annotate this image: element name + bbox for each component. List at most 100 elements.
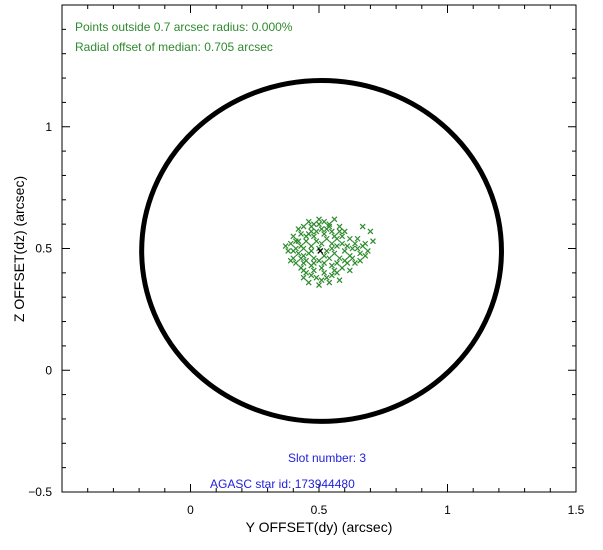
y-tick-label: −0.5 [28,485,52,499]
scatter-point [339,233,346,240]
scatter-point [292,238,299,245]
scatter-point [341,228,348,235]
scatter-point-stroke-b [326,221,333,228]
scatter-point [364,248,371,254]
scatter-point-stroke-b [321,218,328,225]
annotation-radial-offset: Radial offset of median: 0.705 arcsec [75,40,273,54]
scatter-point [316,257,322,264]
scatter-point [352,260,358,267]
scatter-point [303,257,310,264]
plot-marks [139,77,504,424]
scatter-point [362,252,369,259]
scatter-point-stroke-b [328,245,335,252]
scatter-point-stroke-b [341,228,348,235]
y-axis-label: Z OFFSET(dz) (arcsec) [11,176,27,322]
scatter-point [346,252,353,259]
scatter-point-stroke-b [295,250,302,257]
scatter-point-stroke-b [334,243,340,249]
scatter-point-stroke-b [308,243,315,249]
x-axis-label: Y OFFSET(dy) (arcsec) [246,519,393,535]
scatter-point-stroke-b [318,226,325,232]
scatter-point-stroke-b [316,221,322,228]
scatter-point [321,269,328,276]
scatter-point [300,245,307,252]
scatter-point [287,240,294,247]
scatter-point-stroke-b [328,262,335,269]
scatter-point [300,274,307,281]
scatter-point [367,228,374,235]
scatter-point [334,235,340,242]
scatter-point-stroke-b [321,269,328,276]
x-tick-label: 0 [187,503,194,517]
scatter-point-stroke-b [300,223,307,230]
scatter-point-stroke-b [336,255,343,262]
x-tick-label: 1.5 [568,503,585,517]
scatter-point [359,223,366,230]
scatter-point [292,260,299,267]
scatter-point [290,248,297,254]
scatter-point [339,240,346,247]
scatter-point [316,282,322,288]
scatter-point [310,260,317,267]
scatter-point-stroke-b [303,257,310,264]
scatter-point-stroke-b [308,272,315,279]
scatter-point-stroke-b [298,243,304,249]
circle-limit [139,77,504,424]
scatter-point-stroke-b [300,267,307,274]
scatter-point-stroke-b [331,216,338,223]
scatter-point [323,248,330,254]
scatter-point-stroke-b [290,233,297,240]
scatter-point [328,245,335,252]
scatter-point-stroke-b [290,248,297,254]
scatter-point [331,250,338,257]
scatter-point-stroke-b [367,228,374,235]
scatter-point [336,228,343,235]
scatter-point-stroke-b [336,228,343,235]
scatter-point [326,223,333,230]
scatter-point-stroke-b [310,267,317,274]
scatter-point [321,230,328,237]
scatter-point-stroke-b [328,240,335,247]
annotation-agasc-id: AGASC star id: 173944480 [210,477,355,491]
scatter-point [316,221,322,228]
scatter-point [313,238,320,245]
scatter-point [310,233,317,240]
scatter-point [344,243,351,249]
scatter-point-stroke-b [362,252,369,259]
scatter-point [290,233,297,240]
scatter-point-stroke-b [341,257,348,264]
scatter-point [328,228,335,235]
scatter-point [326,279,333,286]
scatter-point-stroke-b [287,257,294,264]
scatter-point-stroke-b [331,267,338,274]
scatter-point [287,257,294,264]
scatter-point-stroke-b [359,243,366,249]
scatter-point [339,265,346,271]
scatter-point [308,272,315,279]
scatter-point-stroke-b [300,245,307,252]
scatter-point-stroke-b [354,235,361,242]
scatter-point-stroke-b [313,228,320,235]
scatter-point-stroke-b [313,238,320,245]
scatter-point-stroke-b [364,248,371,254]
scatter-point-stroke-b [344,260,351,267]
scatter-point [313,228,320,235]
scatter-point-stroke-b [334,235,340,242]
scatter-point-stroke-b [334,269,340,276]
scatter-point [318,240,325,247]
scatter-point-stroke-b [334,260,340,267]
scatter-point [321,260,328,267]
scatter-point-stroke-b [323,235,330,242]
scatter-point [341,248,348,254]
scatter-point [349,245,356,252]
scatter-point-stroke-b [339,240,346,247]
scatter-point-stroke-b [352,240,358,247]
scatter-point-stroke-b [308,223,315,230]
scatter-point [331,267,338,274]
scatter-point [308,223,315,230]
scatter-point-stroke-b [292,260,299,267]
scatter-point-stroke-b [316,216,322,223]
scatter-point [331,216,338,223]
